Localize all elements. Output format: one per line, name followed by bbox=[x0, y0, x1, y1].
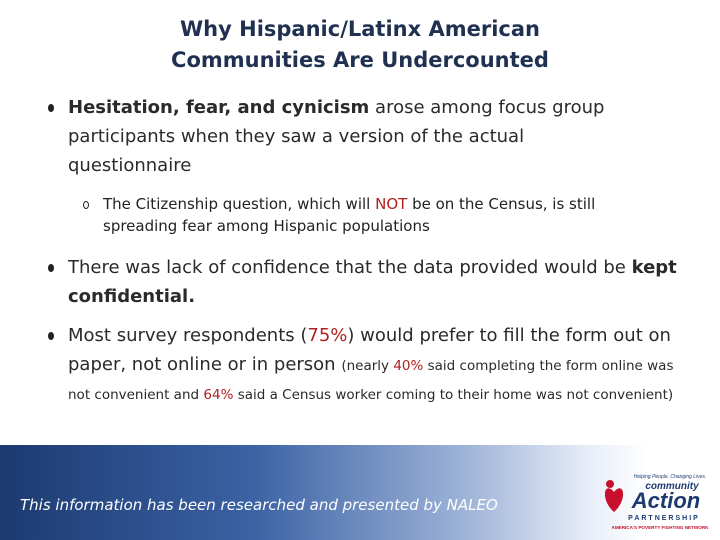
red-text: 40% bbox=[393, 358, 424, 374]
text: said a Census worker coming to their hom… bbox=[233, 387, 674, 403]
red-text: NOT bbox=[375, 195, 408, 213]
text: The Citizenship question, which will bbox=[103, 195, 376, 213]
bullet-dot bbox=[48, 264, 54, 272]
bold-text: kept confidential. bbox=[68, 257, 677, 307]
text: arose among focus group participants whe… bbox=[68, 97, 605, 176]
footer-band: This information has been researched and… bbox=[0, 445, 720, 540]
logo-tagline: Helping People. Changing Lives. bbox=[634, 474, 707, 480]
sub-bullet: The Citizenship question, which will NOT… bbox=[83, 193, 663, 237]
logo-word: Action bbox=[631, 488, 700, 513]
title-line: Communities Are Undercounted bbox=[171, 48, 549, 72]
logo-word: community bbox=[645, 481, 699, 492]
logo-motto: AMERICA'S POVERTY FIGHTING NETWORK bbox=[612, 525, 710, 530]
logo-word: PARTNERSHIP bbox=[628, 515, 700, 522]
bullet: Hesitation, fear, and cynicism arose amo… bbox=[48, 93, 638, 180]
bullet: Most survey respondents (75%) would pref… bbox=[48, 321, 693, 408]
logo-heart bbox=[604, 488, 624, 512]
slide-title: Why Hispanic/Latinx American Communities… bbox=[0, 14, 720, 76]
sub-bullet-dot bbox=[83, 201, 89, 209]
text: be on the Census, is still spreading fea… bbox=[103, 195, 596, 235]
text: There was lack of confidence that the da… bbox=[68, 257, 632, 278]
text: (nearly bbox=[341, 358, 394, 374]
text: Most survey respondents ( bbox=[68, 325, 308, 346]
bullet-dot bbox=[48, 104, 54, 112]
logo: Helping People. Changing Lives. communit… bbox=[604, 474, 710, 530]
logo-head bbox=[606, 480, 614, 488]
footer-text: This information has been researched and… bbox=[20, 496, 498, 514]
text: said completing the form online was not … bbox=[68, 358, 674, 403]
bullet-dot bbox=[48, 332, 54, 340]
small-text: (nearly 40% said completing the form onl… bbox=[68, 358, 674, 403]
text: ) would prefer to fill the form out on p… bbox=[68, 325, 671, 375]
bold-text: Hesitation, fear, and cynicism bbox=[68, 97, 370, 118]
red-text: 75% bbox=[307, 325, 348, 346]
red-text: 64% bbox=[203, 387, 234, 403]
bullet: There was lack of confidence that the da… bbox=[48, 253, 688, 311]
title-line: Why Hispanic/Latinx American bbox=[180, 17, 540, 41]
